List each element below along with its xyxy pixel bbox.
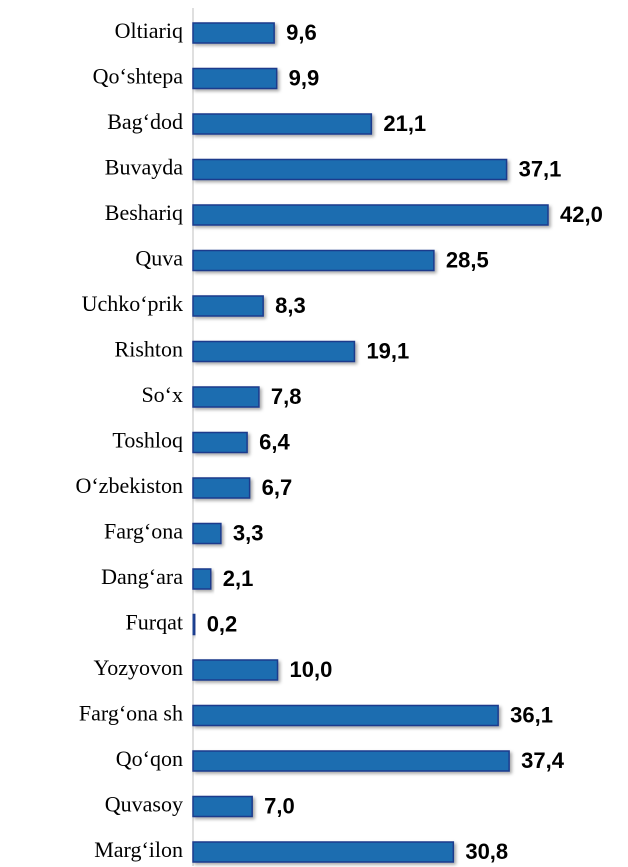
category-label: Marg‘ilon <box>94 837 183 862</box>
bar <box>192 750 510 772</box>
value-label: 6,7 <box>262 475 293 500</box>
bar <box>192 204 549 226</box>
category-label: Qo‘shtepa <box>93 64 184 89</box>
value-label: 10,0 <box>290 657 333 682</box>
category-label: Quvasoy <box>105 792 183 817</box>
bar <box>192 431 248 454</box>
value-label: 19,1 <box>366 338 409 363</box>
value-label: 42,0 <box>560 202 603 227</box>
value-label: 0,2 <box>207 611 238 636</box>
bar <box>192 704 499 727</box>
bar <box>192 659 279 681</box>
category-label: Oltiariq <box>115 18 183 43</box>
category-label: Uchko‘prik <box>82 291 183 316</box>
category-label: O‘zbekiston <box>75 473 183 498</box>
category-label: So‘x <box>141 382 183 407</box>
category-label: Farg‘ona sh <box>79 701 183 726</box>
value-label: 6,4 <box>259 429 290 454</box>
bar <box>192 477 251 499</box>
value-label: 3,3 <box>233 520 264 545</box>
bar <box>192 67 278 90</box>
bar <box>192 386 260 408</box>
bar <box>192 158 508 181</box>
value-label: 28,5 <box>446 247 489 272</box>
value-label: 37,4 <box>521 748 565 773</box>
category-label: Qo‘qon <box>116 746 183 771</box>
value-label: 30,8 <box>465 839 508 864</box>
category-label: Bag‘dod <box>107 109 183 134</box>
bar <box>192 522 222 545</box>
category-label: Quva <box>135 246 183 271</box>
bar <box>192 340 356 363</box>
value-label: 8,3 <box>275 293 306 318</box>
bar <box>192 795 253 818</box>
category-label: Beshariq <box>105 200 183 225</box>
category-label: Furqat <box>126 610 183 635</box>
value-label: 37,1 <box>519 156 562 181</box>
bar <box>192 568 212 590</box>
value-label: 9,6 <box>286 20 317 45</box>
bar <box>192 22 275 44</box>
value-label: 21,1 <box>383 111 426 136</box>
value-label: 9,9 <box>289 65 320 90</box>
bar <box>192 113 373 135</box>
category-label: Rishton <box>115 337 183 362</box>
category-label: Toshloq <box>112 428 183 453</box>
value-label: 2,1 <box>223 566 254 591</box>
value-label: 7,8 <box>271 384 302 409</box>
value-label: 7,0 <box>264 793 295 818</box>
bar <box>192 295 264 317</box>
category-label: Yozyovon <box>94 655 183 680</box>
bar <box>192 841 455 863</box>
bar <box>192 613 196 636</box>
value-label: 36,1 <box>510 702 553 727</box>
category-label: Buvayda <box>105 155 183 180</box>
category-label: Dang‘ara <box>101 564 183 589</box>
bar <box>192 249 435 272</box>
category-label: Farg‘ona <box>104 519 183 544</box>
